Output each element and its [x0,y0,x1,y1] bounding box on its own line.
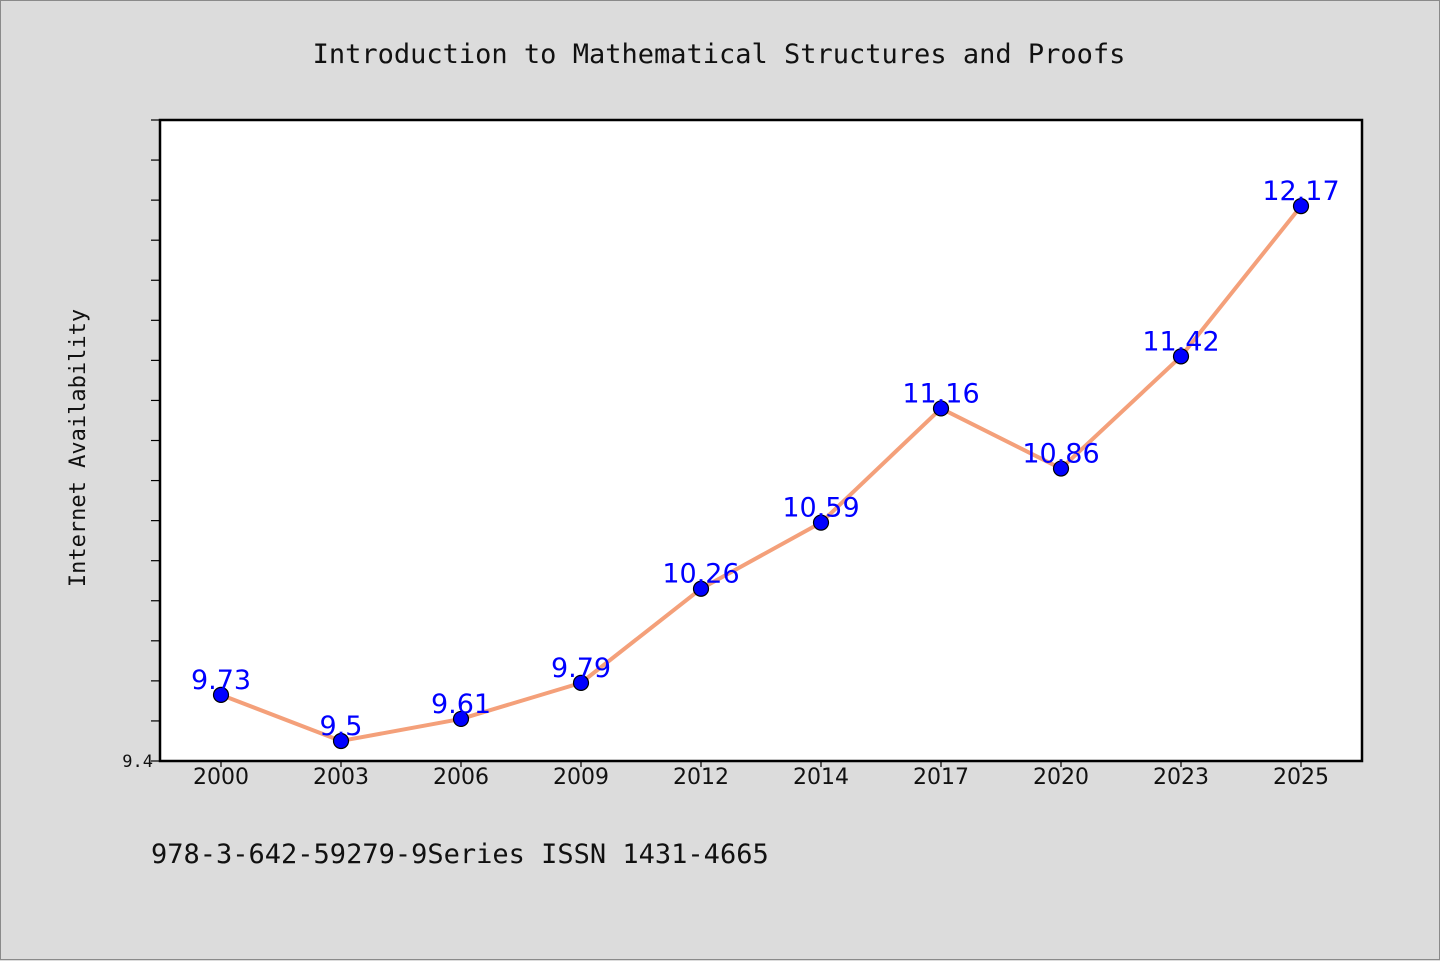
data-point [452,710,470,728]
data-label: 9.73 [191,665,251,696]
data-label: 11.42 [1142,326,1219,357]
y-axis-label: Internet Availability [66,309,91,587]
data-label: 9.79 [551,653,611,684]
data-label: 10.26 [662,559,739,590]
x-tick-label: 2025 [1273,765,1329,790]
y-axis-min-label: 9.4 [122,752,153,772]
footer-text: 978-3-642-59279-9Series ISSN 1431-4665 [151,839,769,870]
x-axis-ticks: 2000 2003 2006 2009 2012 2014 2017 2020 2023 2025 [193,761,1329,790]
data-label: 12.17 [1262,176,1339,207]
data-point [212,686,230,703]
data-label: 11.16 [902,378,979,409]
data-label: 9.5 [320,711,363,742]
data-point [932,400,950,417]
data-point [692,580,710,597]
data-label: 10.86 [1022,439,1099,470]
data-point [1292,198,1310,215]
x-tick-label: 2009 [553,765,609,790]
data-point [1172,348,1190,365]
data-label: 9.61 [431,689,491,720]
series-line [219,204,1303,743]
data-point [1052,460,1070,477]
data-point [332,732,350,750]
x-tick-label: 2006 [433,765,489,790]
x-tick-label: 2023 [1153,765,1209,790]
chart-title: Introduction to Mathematical Structures … [313,39,1126,70]
data-label: 10.59 [782,493,859,524]
x-tick-label: 2020 [1033,765,1089,790]
x-tick-label: 2012 [673,765,729,790]
data-point [572,674,590,691]
data-point [812,514,830,531]
series-layer: 9.73 9.5 9.61 9.79 10.26 10.59 11.16 10.86 11.42… [191,176,1340,750]
y-axis-ticks [151,119,160,762]
plot-area [158,118,1364,763]
x-tick-label: 2000 [193,765,249,790]
x-tick-label: 2003 [313,765,369,790]
x-tick-label: 2017 [913,765,969,790]
x-tick-label: 2014 [793,765,849,790]
